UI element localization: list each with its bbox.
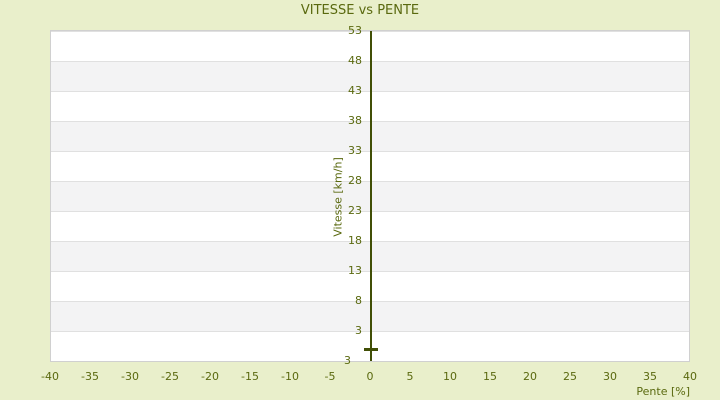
x-axis-title: Pente [%]: [636, 385, 690, 398]
x-tick-label: 15: [483, 370, 497, 383]
x-tick-label: 10: [443, 370, 457, 383]
y-tick-label: 3: [355, 324, 362, 337]
x-tick-label: 40: [683, 370, 697, 383]
x-tick-label: 5: [406, 370, 414, 383]
plot-area: [50, 30, 690, 362]
x-tick-label: 0: [366, 370, 374, 383]
x-tick-label: -5: [324, 370, 336, 383]
x-tick-label: -25: [161, 370, 179, 383]
x-tick-label: -35: [81, 370, 99, 383]
x-tick-label: 35: [643, 370, 657, 383]
y-tick-label: 13: [348, 264, 362, 277]
x-tick-label: -20: [201, 370, 219, 383]
y-tick-label: 18: [348, 234, 362, 247]
x-tick-label: 30: [603, 370, 617, 383]
y-tick-label: 38: [348, 114, 362, 127]
x-tick-label: -10: [281, 370, 299, 383]
y-tick-label: 8: [355, 294, 362, 307]
y-tick-label: 48: [348, 54, 362, 67]
y-axis-title: Vitesse [km/h]: [331, 157, 345, 237]
y-axis-min-label: 3: [344, 354, 351, 367]
x-tick-label: 20: [523, 370, 537, 383]
y-tick-label: 28: [348, 174, 362, 187]
x-tick-label: -30: [121, 370, 139, 383]
y-tick-label: 53: [348, 24, 362, 37]
x-tick-label: -15: [241, 370, 259, 383]
y-axis-line: [370, 31, 372, 361]
y-tick-label: 23: [348, 204, 362, 217]
x-tick-label: 25: [563, 370, 577, 383]
x-tick-label: -40: [41, 370, 59, 383]
chart-title: VITESSE vs PENTE: [300, 3, 420, 18]
data-point-marker: [364, 348, 378, 351]
y-tick-label: 33: [348, 144, 362, 157]
y-tick-label: 43: [348, 84, 362, 97]
